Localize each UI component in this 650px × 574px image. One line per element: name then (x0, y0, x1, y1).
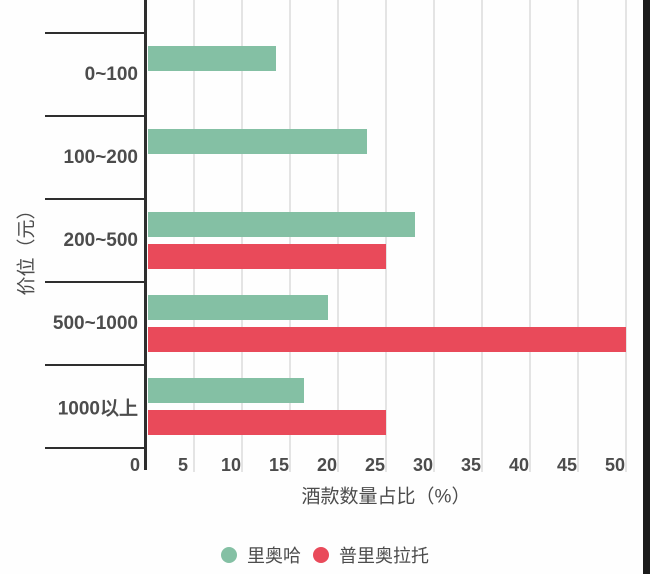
legend-marker-priorat-icon (313, 547, 329, 563)
bar-里奥哈-500~1000 (148, 295, 329, 320)
gridline-40 (529, 0, 531, 472)
legend: 里奥哈 普里奥拉托 (0, 543, 650, 567)
bar-普里奥拉托-500~1000 (148, 327, 626, 352)
bar-里奥哈-100~200 (148, 129, 367, 154)
gridline-45 (577, 0, 579, 472)
x-tick-label-45: 45 (556, 455, 578, 475)
x-tick-label-40: 40 (508, 455, 530, 475)
gridline-30 (433, 0, 435, 472)
x-tick-label-35: 35 (460, 455, 482, 475)
category-label: 0~100 (84, 63, 138, 85)
x-tick-label-10: 10 (220, 455, 242, 475)
bar-里奥哈-1000以上 (148, 378, 305, 403)
gridline-35 (481, 0, 483, 472)
bar-里奥哈-0~100 (148, 46, 276, 71)
legend-item-priorat: 普里奥拉托 (313, 542, 429, 568)
x-tick-label-15: 15 (268, 455, 290, 475)
category-label: 1000以上 (57, 398, 138, 419)
category-separator (45, 364, 146, 366)
bar-普里奥拉托-1000以上 (148, 410, 386, 435)
x-tick-label-0: 0 (129, 455, 141, 475)
category-label: 200~500 (63, 229, 139, 251)
legend-item-rioja: 里奥哈 (221, 542, 301, 568)
y-axis-line (144, 0, 147, 470)
x-axis-title: 酒款数量占比（%） (301, 486, 471, 508)
category-separator (45, 115, 146, 117)
x-tick-label-20: 20 (316, 455, 338, 475)
y-axis-title: 价位（元） (16, 200, 38, 296)
x-tick-label-25: 25 (364, 455, 386, 475)
legend-marker-rioja-icon (221, 547, 237, 563)
category-separator (45, 447, 146, 449)
right-edge-strip (643, 0, 650, 574)
x-tick-label-30: 30 (412, 455, 434, 475)
bar-里奥哈-200~500 (148, 212, 415, 237)
bar-普里奥拉托-200~500 (148, 244, 386, 269)
gridline-50 (625, 0, 627, 472)
category-separator (45, 32, 146, 34)
x-tick-label-50: 50 (604, 455, 626, 475)
x-tick-label-5: 5 (177, 455, 189, 475)
category-separator (45, 281, 146, 283)
legend-label-priorat: 普里奥拉托 (339, 546, 429, 566)
category-separator (45, 198, 146, 200)
legend-label-rioja: 里奥哈 (247, 546, 301, 566)
category-label: 100~200 (63, 146, 139, 168)
plot-area: 0~100 100~200 200~500 500~1000 1000以上 0 5 10 15 2… (45, 0, 627, 475)
category-label: 500~1000 (52, 312, 138, 334)
